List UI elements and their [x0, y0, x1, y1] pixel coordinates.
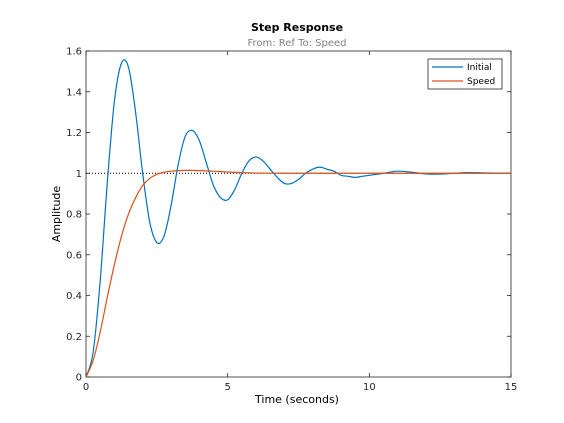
y-tick-label: 0.4	[66, 291, 82, 302]
series-line-speed	[85, 169, 511, 378]
legend: Initial Speed	[427, 58, 503, 90]
x-tick-label: 5	[224, 382, 230, 393]
y-tick-label: 1	[76, 169, 82, 180]
y-axis-label: Amplitude	[50, 186, 63, 243]
y-tick-label: 0.6	[66, 250, 82, 261]
legend-label-initial: Initial	[467, 63, 492, 73]
chart-title: Step Response	[251, 21, 343, 34]
y-tick-label: 0	[76, 373, 82, 384]
series-line-initial	[85, 59, 512, 378]
plot-area: 0 5 10 15 0 0.2 0.4 0.6 0.8 1 1.2 1.4 1.6	[66, 47, 517, 394]
legend-label-speed: Speed	[467, 77, 495, 87]
y-tick-label: 1.6	[66, 47, 82, 58]
x-tick-label: 0	[83, 382, 89, 393]
x-axis: 0 5 10 15	[83, 51, 518, 393]
y-tick-label: 0.8	[66, 210, 82, 221]
y-tick-label: 1.2	[66, 128, 82, 139]
y-tick-label: 1.4	[66, 87, 82, 98]
legend-box	[427, 58, 503, 90]
x-tick-label: 10	[363, 382, 376, 393]
x-tick-label: 15	[505, 382, 518, 393]
chart-subtitle: From: Ref To: Speed	[247, 38, 346, 49]
y-tick-label: 0.2	[66, 332, 82, 343]
x-axis-label: Time (seconds)	[254, 393, 339, 406]
y-axis: 0 0.2 0.4 0.6 0.8 1 1.2 1.4 1.6	[66, 47, 511, 384]
axes-box	[85, 50, 512, 378]
